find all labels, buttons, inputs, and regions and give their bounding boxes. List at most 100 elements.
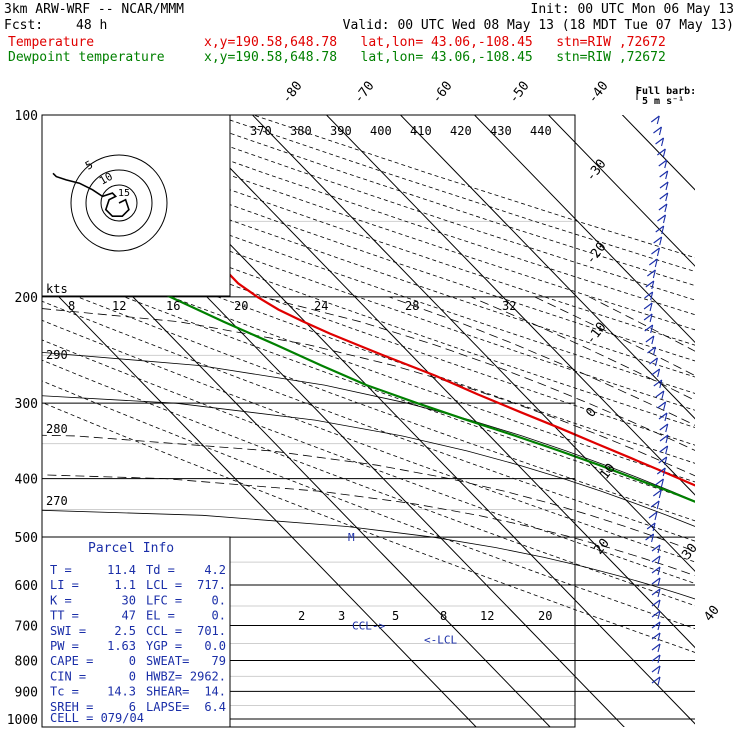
dry-adiabat-label: 270: [46, 494, 68, 508]
forecast-hours: 48 h: [76, 18, 108, 33]
parcel-value: 6: [129, 700, 136, 714]
mixing-ratio-label: 12: [112, 299, 126, 313]
mixing-ratio-label: 3: [338, 609, 345, 623]
dry-adiabat: [42, 165, 695, 394]
wind-barb: [650, 115, 660, 123]
moist-adiabat: [262, 296, 695, 451]
wind-barb: [649, 357, 658, 365]
wind-barb: [657, 632, 661, 642]
theta-label: 410: [410, 124, 432, 138]
dry-adiabat: [42, 402, 695, 653]
parcel-key: HWBZ=: [146, 669, 182, 683]
isotherm: [547, 115, 695, 267]
wind-barb: [646, 522, 656, 530]
theta-label: 370: [250, 124, 272, 138]
wind-barb: [650, 291, 654, 301]
wind-barb: [648, 511, 658, 519]
model-title: 3km ARW-WRF -- NCAR/MMM: [4, 2, 185, 17]
wind-barb: [659, 192, 669, 200]
dry-adiabat: [42, 196, 695, 428]
parcel-value: 30: [122, 593, 136, 607]
wind-barb: [665, 423, 669, 433]
wind-barb: [657, 588, 661, 598]
wind-barb: [657, 577, 661, 587]
parcel-key: CAPE =: [50, 654, 93, 668]
wind-barb: [651, 610, 661, 618]
wind-barb: [657, 654, 661, 664]
hodo-ring-label: 15: [118, 188, 130, 199]
wind-barb: [650, 500, 660, 508]
wind-barb: [655, 137, 664, 145]
wind-barb: [662, 214, 667, 224]
wind-scale-label: Full barb:: [636, 86, 696, 97]
isotherm: [177, 115, 695, 649]
isotherm-label: -70: [351, 79, 377, 107]
wind-barb: [657, 148, 666, 156]
pressure-tick-label: 500: [15, 531, 38, 546]
wind-barb: [661, 225, 665, 235]
wind-barb: [661, 390, 665, 400]
wind-barb: [659, 423, 669, 431]
wind-barb: [659, 236, 663, 246]
parcel-key: LAPSE=: [146, 700, 189, 714]
wind-barb: [662, 148, 666, 158]
mixing-ratio-label: 5: [392, 609, 399, 623]
isotherm: [251, 115, 695, 572]
parcel-value: 0.0: [204, 639, 226, 653]
parcel-key: TT =: [50, 609, 79, 623]
dry-adiabat: [42, 359, 695, 607]
wind-barb: [657, 544, 661, 554]
wind-barb: [644, 324, 654, 332]
parcel-value: 0.: [212, 609, 226, 623]
parcel-value: 2.5: [114, 624, 136, 638]
wind-barb: [665, 434, 669, 444]
isotherm-label: -40: [585, 79, 611, 107]
wind-barb: [655, 390, 665, 398]
parcel-key: YGP =: [146, 639, 182, 653]
dry-adiabat: [176, 115, 695, 287]
wind-barb: [654, 258, 658, 268]
mixing-ratio-label: 8: [440, 609, 447, 623]
wind-barb: [651, 247, 660, 255]
dry-adiabat: [42, 150, 695, 378]
parcel-key: Tc =: [50, 685, 79, 699]
isotherm-label: -10: [583, 320, 609, 348]
moist-adiabat: [42, 308, 695, 477]
wind-barb: [652, 269, 656, 279]
lcl-marker: <-LCL: [424, 634, 457, 647]
wind-barb: [652, 346, 657, 356]
theta-label: 440: [530, 124, 552, 138]
wind-barb: [649, 302, 653, 312]
moist-adiabat: [42, 434, 695, 552]
dry-adiabat-label: 290: [46, 348, 68, 362]
wind-barb: [664, 203, 668, 213]
wind-barb: [659, 434, 669, 442]
wind-barb: [656, 500, 660, 510]
isotherm: [683, 102, 740, 732]
wind-barb: [654, 511, 658, 521]
wind-barb: [651, 643, 661, 651]
parcel-value: 4.2: [204, 563, 226, 577]
pressure-tick-label: 900: [15, 685, 38, 700]
legend-dewpoint-info: x,y=190.58,648.78 lat,lon= 43.06,-108.45…: [204, 50, 666, 65]
mixing-ratio-label: 20: [538, 609, 552, 623]
isotherm: [473, 115, 695, 344]
wind-barb: [657, 599, 661, 609]
wind-barb: [664, 412, 668, 422]
parcel-value: 6.4: [204, 700, 226, 714]
dry-adiabat: [42, 246, 695, 483]
wind-barb: [663, 401, 667, 411]
wind-barb: [656, 467, 666, 475]
isotherm-label: -60: [429, 79, 455, 107]
pressure-tick-label: 400: [15, 473, 38, 488]
wind-barb: [655, 478, 664, 486]
pressure-tick-label: 700: [15, 619, 38, 634]
wind-barb: [657, 621, 661, 631]
wind-barb: [651, 621, 661, 629]
parcel-key: LCL =: [146, 578, 182, 592]
wind-barbs: [643, 115, 669, 686]
wind-barb: [653, 379, 663, 387]
parcel-value: 2962.: [190, 669, 226, 683]
legend-temperature-name: Temperature: [8, 35, 95, 50]
